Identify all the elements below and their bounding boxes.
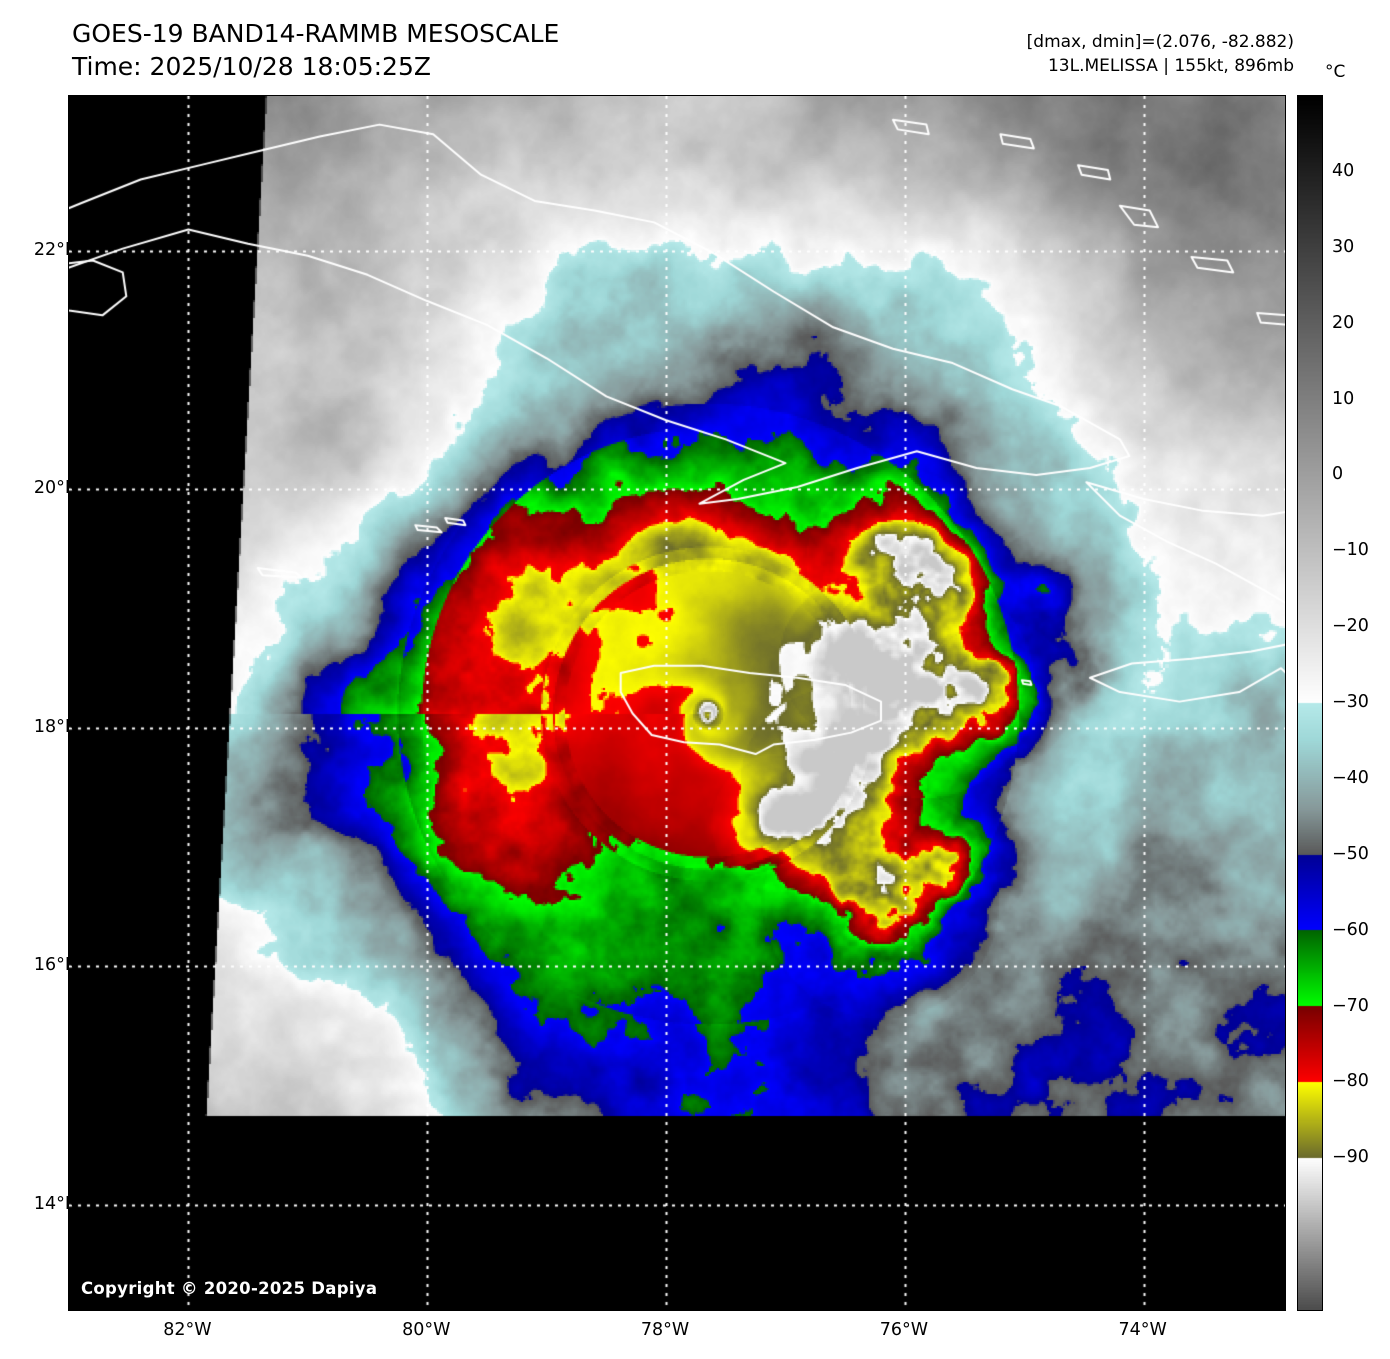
header-title-block: GOES-19 BAND14-RAMMB MESOSCALE Time: 202… — [72, 18, 559, 83]
lon-tick-label-4: 74°W — [1118, 1320, 1167, 1340]
lon-tick-label-1: 80°W — [402, 1320, 451, 1340]
colorbar-tick-13: −90 — [1332, 1147, 1369, 1168]
lat-tick-label-4: 14°N — [33, 1193, 78, 1214]
copyright-notice: Copyright © 2020-2025 Dapiya — [81, 1279, 378, 1298]
timestamp-line: Time: 2025/10/28 18:05:25Z — [72, 51, 431, 81]
header-meta-block: [dmax, dmin]=(2.076, -82.882) 13L.MELISS… — [1027, 30, 1294, 78]
colorbar-tick-4: 0 — [1332, 464, 1344, 485]
colorbar-tick-10: −60 — [1332, 919, 1369, 940]
lat-lon-gridlines-canvas — [69, 96, 1285, 1310]
colorbar-tick-11: −70 — [1332, 995, 1369, 1016]
colorbar-tick-2: 20 — [1332, 312, 1355, 333]
colorbar-tick-9: −50 — [1332, 843, 1369, 864]
lon-tick-label-0: 82°W — [163, 1320, 212, 1340]
colorbar-gradient — [1298, 96, 1322, 1310]
colorbar-tick-3: 10 — [1332, 388, 1355, 409]
satellite-image-plot: Copyright © 2020-2025 Dapiya — [68, 95, 1286, 1311]
temperature-colorbar — [1297, 95, 1323, 1311]
page-title: GOES-19 BAND14-RAMMB MESOSCALE — [72, 19, 560, 48]
dmax-dmin-readout: [dmax, dmin]=(2.076, -82.882) — [1026, 32, 1294, 52]
colorbar-tick-6: −20 — [1332, 616, 1369, 637]
storm-info-readout: 13L.MELISSA | 155kt, 896mb — [1047, 56, 1294, 77]
colorbar-tick-0: 40 — [1332, 160, 1355, 181]
lat-tick-label-3: 16°N — [33, 955, 78, 976]
colorbar-tick-12: −80 — [1332, 1071, 1369, 1092]
lat-tick-label-1: 20°N — [33, 478, 78, 499]
colorbar-tick-1: 30 — [1332, 236, 1355, 257]
lat-tick-label-0: 22°N — [33, 239, 78, 260]
lon-tick-label-2: 78°W — [640, 1320, 690, 1340]
lon-tick-label-3: 76°W — [879, 1320, 929, 1340]
lat-tick-label-2: 18°N — [33, 716, 78, 737]
colorbar-tick-5: −10 — [1332, 540, 1369, 561]
colorbar-tick-7: −30 — [1332, 692, 1369, 712]
colorbar-tick-8: −40 — [1332, 767, 1369, 788]
colorbar-unit-label: °C — [1325, 62, 1346, 82]
